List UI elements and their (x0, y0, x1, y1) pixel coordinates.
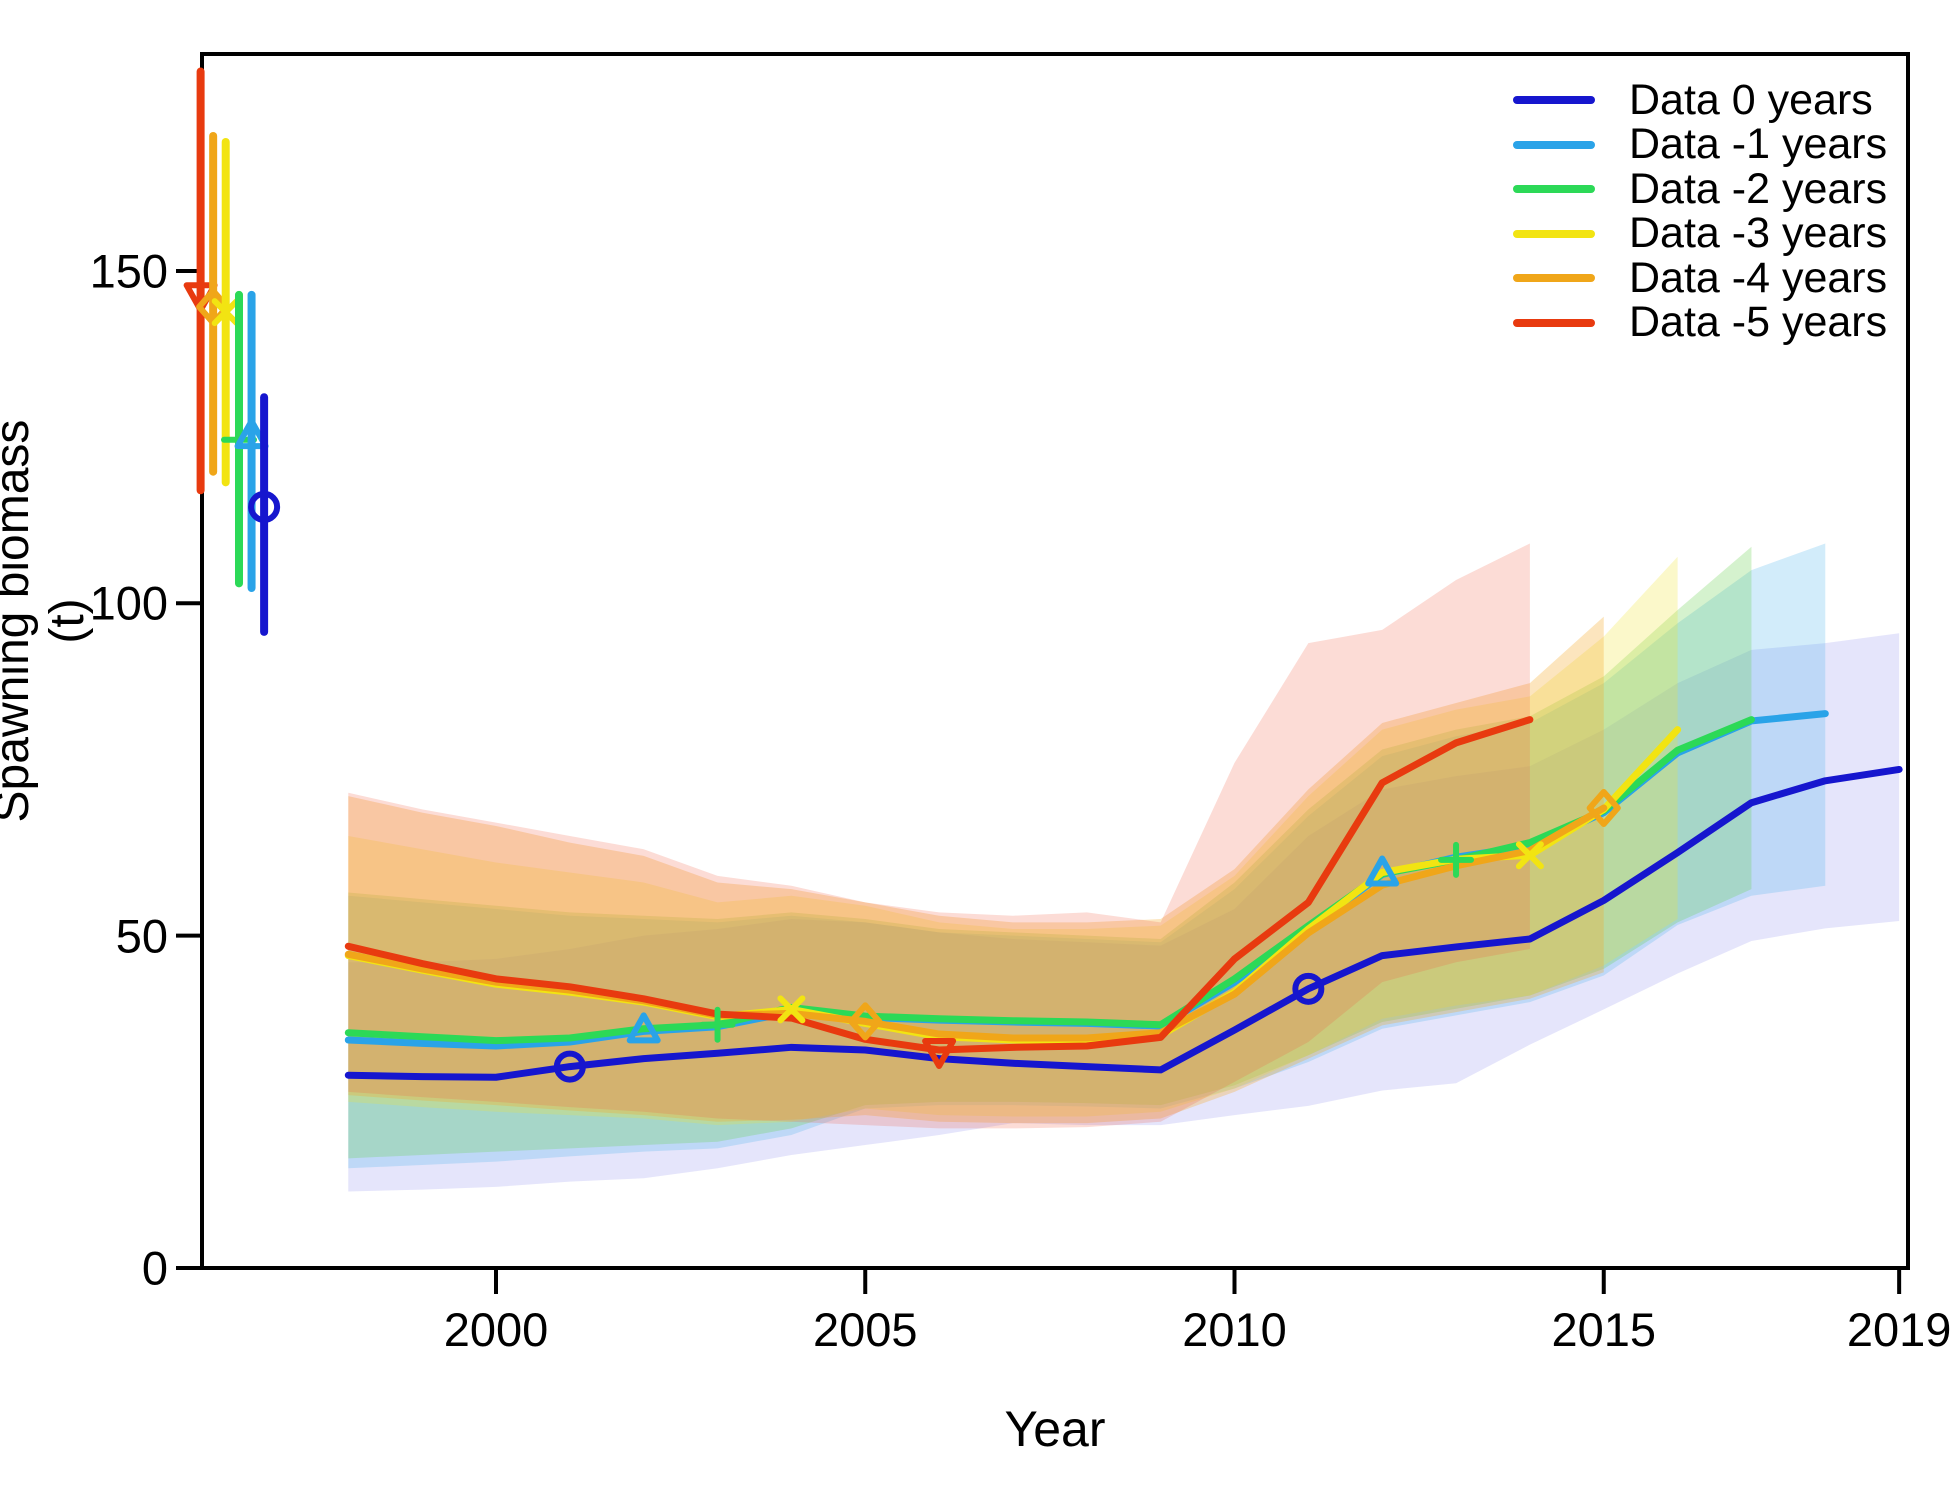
marker-data-0-years-2011 (1292, 972, 1325, 1005)
legend-label: Data -1 years (1629, 120, 1888, 169)
marker-data-4-years-2005 (848, 1002, 883, 1041)
legend-item-data-0-years: Data 0 years (1513, 75, 1887, 124)
b0-marker-data-3-years (211, 298, 240, 327)
confidence-band-data-3-years (348, 556, 1678, 1126)
legend-item-data-4-years: Data -4 years (1513, 253, 1888, 302)
legend-label: Data -3 years (1629, 209, 1888, 258)
marker-data-2-years-2003 (699, 1006, 736, 1043)
x-tick-label-2010: 2010 (1182, 1303, 1287, 1356)
legend-item-data-2-years: Data -2 years (1513, 164, 1888, 213)
marker-data-1-years-2002 (626, 1012, 661, 1044)
marker-data-0-years-2001 (553, 1050, 586, 1083)
x-tick-label-2005: 2005 (812, 1303, 918, 1356)
b0-marker-data-1-years (234, 418, 269, 450)
y-tick-label-150: 150 (89, 244, 168, 298)
y-axis-title: Spawning biomass (t) (0, 419, 94, 823)
b0-errorbar-data-3-years (211, 137, 240, 487)
legend-item-data-1-years: Data -1 years (1513, 120, 1888, 169)
b0-errorbar-data-0-years (248, 393, 281, 636)
legend-item-data-3-years: Data -3 years (1513, 209, 1888, 258)
series-line-data-5-years (344, 716, 1534, 1054)
confidence-band-data-2-years (348, 546, 1752, 1159)
marker-data-2-years-2013 (1438, 841, 1475, 878)
x-tick-label-2000: 2000 (443, 1303, 549, 1356)
plot-border (200, 52, 1910, 1270)
marker-data-4-years-2015 (1586, 789, 1621, 828)
legend-line-swatch (1513, 140, 1595, 149)
legend-label: Data -5 years (1629, 298, 1888, 347)
legend-label: Data -4 years (1629, 253, 1888, 302)
legend-item-data-5-years: Data -5 years (1513, 298, 1888, 347)
legend: Data 0 years Data -1 years Data -2 years… (1513, 75, 1888, 347)
legend-line-swatch (1513, 185, 1595, 194)
marker-data-3-years-2004 (777, 995, 806, 1024)
legend-line-swatch (1513, 274, 1595, 283)
x-tick-label-2019: 2019 (1846, 1303, 1950, 1356)
b0-errorbar-data-1-years (234, 290, 269, 593)
series-line-data-0-years (344, 765, 1903, 1081)
x-tick-label-2015: 2015 (1551, 1303, 1657, 1356)
y-tick-label-100: 100 (89, 576, 168, 630)
legend-label: Data -2 years (1629, 164, 1888, 213)
legend-line-swatch (1513, 96, 1595, 105)
y-tick-label-50: 50 (115, 909, 168, 963)
marker-data-3-years-2014 (1515, 841, 1544, 870)
x-axis-title: Year (1004, 1401, 1106, 1457)
marker-data-5-years-2006 (922, 1037, 957, 1069)
y-tick-label-0: 0 (141, 1241, 168, 1295)
legend-line-swatch (1513, 318, 1595, 327)
legend-label: Data 0 years (1629, 75, 1873, 124)
marker-data-1-years-2012 (1365, 855, 1400, 887)
b0-marker-data-0-years (248, 490, 281, 523)
legend-line-swatch (1513, 229, 1595, 238)
